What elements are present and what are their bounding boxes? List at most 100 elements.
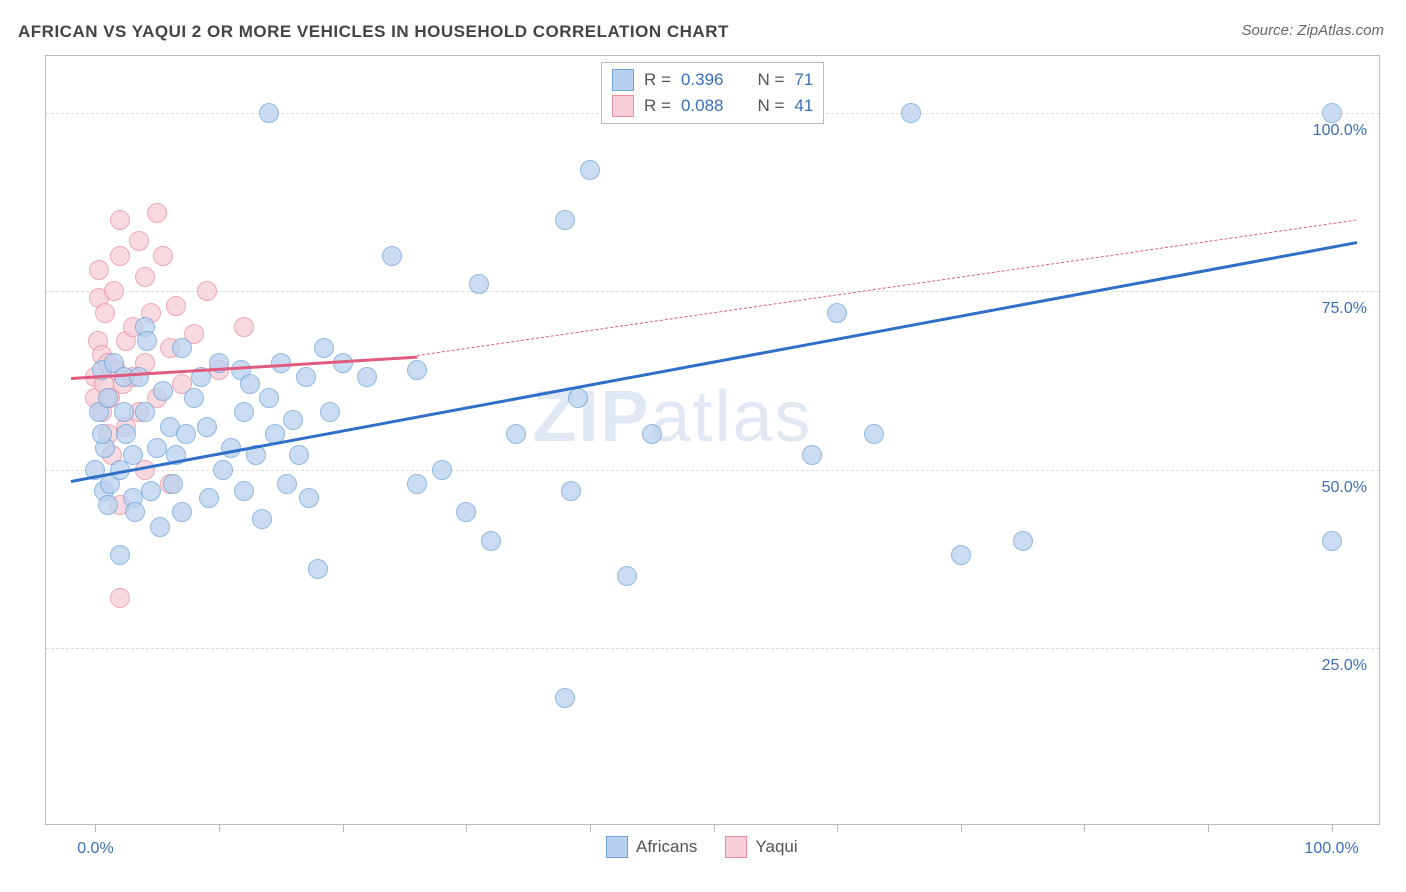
yaqui-marker — [95, 303, 115, 323]
africans-marker — [92, 424, 112, 444]
africans-marker — [382, 246, 402, 266]
yaqui-marker — [234, 317, 254, 337]
y-tick-label: 50.0% — [1322, 479, 1367, 497]
y-tick-label: 100.0% — [1313, 122, 1367, 140]
x-tick-label: 0.0% — [77, 840, 113, 858]
series-legend: AfricansYaqui — [606, 836, 798, 858]
africans-marker — [116, 424, 136, 444]
r-label: R = — [644, 96, 671, 116]
x-tick — [219, 824, 220, 832]
yaqui-marker — [166, 296, 186, 316]
africans-marker — [1013, 531, 1033, 551]
africans-marker — [617, 566, 637, 586]
africans-marker — [129, 367, 149, 387]
africans-marker — [184, 388, 204, 408]
africans-marker — [172, 338, 192, 358]
x-tick — [961, 824, 962, 832]
africans-marker — [150, 517, 170, 537]
yaqui-swatch — [612, 95, 634, 117]
x-tick — [1084, 824, 1085, 832]
yaqui-marker — [110, 588, 130, 608]
africans-marker — [580, 160, 600, 180]
legend-item-africans: Africans — [606, 836, 697, 858]
africans-marker — [252, 509, 272, 529]
africans-marker — [901, 103, 921, 123]
n-value: 41 — [794, 96, 813, 116]
africans-marker — [199, 488, 219, 508]
x-tick — [343, 824, 344, 832]
africans-marker — [1322, 103, 1342, 123]
africans-marker — [234, 402, 254, 422]
yaqui-marker — [135, 267, 155, 287]
africans-marker — [172, 502, 192, 522]
yaqui-marker — [153, 246, 173, 266]
africans-marker — [456, 502, 476, 522]
stats-legend: R = 0.396 N = 71 R = 0.088N = 41 — [601, 62, 824, 124]
gridline — [46, 470, 1379, 471]
chart-title: AFRICAN VS YAQUI 2 OR MORE VEHICLES IN H… — [18, 22, 729, 42]
stats-row-yaqui: R = 0.088N = 41 — [612, 93, 813, 119]
plot-area: ZIPatlas 25.0%50.0%75.0%100.0%0.0%100.0%… — [45, 55, 1380, 825]
africans-marker — [234, 481, 254, 501]
africans-marker — [481, 531, 501, 551]
africans-marker — [951, 545, 971, 565]
africans-marker — [123, 445, 143, 465]
yaqui-marker — [110, 246, 130, 266]
n-value: 71 — [794, 70, 813, 90]
africans-marker — [240, 374, 260, 394]
y-tick-label: 75.0% — [1322, 300, 1367, 318]
africans-marker — [469, 274, 489, 294]
stats-row-africans: R = 0.396N = 71 — [612, 67, 813, 93]
yaqui-marker — [147, 203, 167, 223]
africans-regression-line — [70, 241, 1356, 483]
x-tick-label: 100.0% — [1304, 840, 1358, 858]
africans-marker — [114, 402, 134, 422]
africans-marker — [642, 424, 662, 444]
africans-marker — [561, 481, 581, 501]
x-tick — [1332, 824, 1333, 832]
x-tick — [466, 824, 467, 832]
x-tick — [837, 824, 838, 832]
africans-marker — [283, 410, 303, 430]
x-tick — [1208, 824, 1209, 832]
yaqui-marker — [89, 260, 109, 280]
gridline — [46, 648, 1379, 649]
africans-marker — [432, 460, 452, 480]
africans-marker — [141, 481, 161, 501]
africans-marker — [864, 424, 884, 444]
africans-marker — [296, 367, 316, 387]
africans-marker — [289, 445, 309, 465]
gridline — [46, 291, 1379, 292]
n-label: N = — [757, 70, 784, 90]
africans-marker — [357, 367, 377, 387]
legend-label: Africans — [636, 837, 697, 857]
africans-marker — [110, 545, 130, 565]
africans-marker — [1322, 531, 1342, 551]
africans-marker — [137, 331, 157, 351]
r-value: 0.396 — [681, 70, 724, 90]
africans-marker — [259, 388, 279, 408]
x-tick — [95, 824, 96, 832]
chart-container: AFRICAN VS YAQUI 2 OR MORE VEHICLES IN H… — [0, 0, 1406, 892]
africans-marker — [308, 559, 328, 579]
africans-marker — [277, 474, 297, 494]
yaqui-marker — [110, 210, 130, 230]
africans-marker — [555, 688, 575, 708]
africans-marker — [802, 445, 822, 465]
yaqui-marker — [129, 231, 149, 251]
yaqui-marker — [104, 281, 124, 301]
africans-marker — [153, 381, 173, 401]
africans-marker — [176, 424, 196, 444]
africans-marker — [407, 474, 427, 494]
x-tick — [714, 824, 715, 832]
africans-marker — [407, 360, 427, 380]
africans-marker — [135, 402, 155, 422]
africans-marker — [299, 488, 319, 508]
africans-marker — [259, 103, 279, 123]
africans-marker — [163, 474, 183, 494]
yaqui-swatch — [725, 836, 747, 858]
africans-marker — [197, 417, 217, 437]
africans-marker — [555, 210, 575, 230]
yaqui-regression-line-extrapolated — [417, 220, 1357, 356]
africans-marker — [506, 424, 526, 444]
